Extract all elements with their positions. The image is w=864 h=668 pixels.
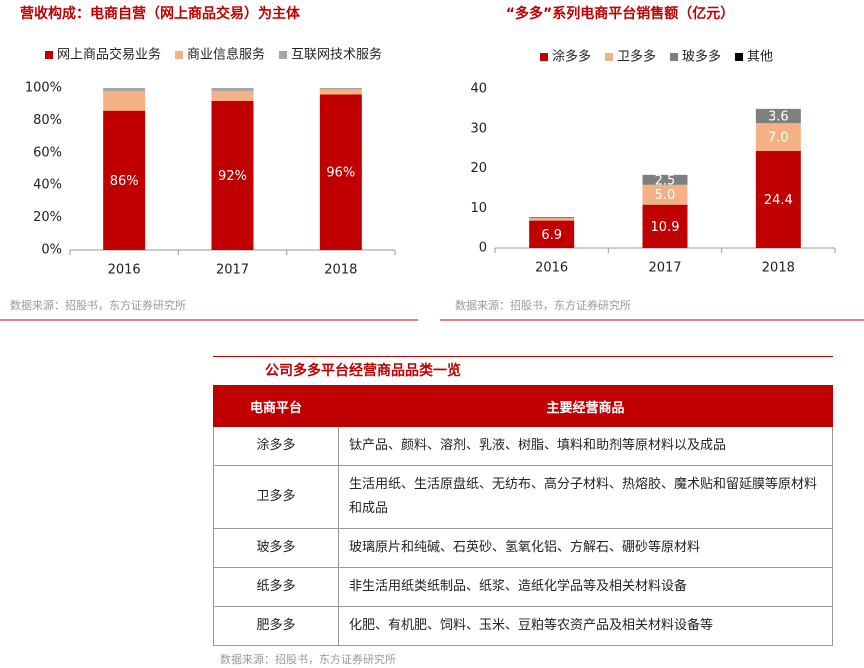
legend-swatch [45,51,53,59]
y-tick-label: 100% [25,81,62,96]
y-tick-label: 30 [470,121,487,136]
y-tick-label: 80% [33,113,62,128]
table-cell: 卫多多 [213,465,339,529]
bar-segment [529,218,575,221]
legend-label: 玻多多 [682,49,721,65]
chart-title: “多多”系列电商平台销售额（亿元） [506,5,734,22]
table-row: 纸多多 非生活用纸类纸制品、纸浆、造纸化学品等及相关材料设备 [213,567,833,607]
legend-label: 卫多多 [617,49,656,65]
legend-swatch [735,53,744,61]
y-tick-label: 20% [33,210,62,225]
table-row: 卫多多 生活用纸、生活原盘纸、无纺布、高分子材料、热熔胶、魔术贴和留延膜等原材料和… [213,465,833,529]
y-tick-label: 40% [33,178,62,193]
data-label: 5.0 [655,188,676,203]
bar-segment [319,88,362,90]
legend-swatch [605,53,614,61]
data-label: 2.5 [655,173,676,188]
y-tick-label: 40 [470,82,487,97]
table: 电商平台 主要经营商品 涂多多 钛产品、颜料、溶剂、乳液、树脂、填料和助剂等原材料… [213,385,833,646]
x-tick-label: 2017 [648,261,681,276]
chart-title: 营收构成：电商自营（网上商品交易）为主体 [20,5,301,22]
x-tick-label: 2016 [535,261,568,276]
bar-segment [529,220,575,248]
table-row: 涂多多 钛产品、颜料、溶剂、乳液、树脂、填料和助剂等原材料以及成品 [213,426,833,466]
legend-label: 互联网技术服务 [291,47,382,63]
y-tick-label: 0% [41,243,62,258]
table-title: 公司多多平台经营商品品类一览 [265,363,461,379]
bar-segment [103,110,146,251]
source: 数据来源：招股书，东方证券研究所 [455,298,631,312]
table-row: 玻多多 玻璃原片和纯碱、石英砂、氢氧化铝、方解石、硼砂等原材料 [213,528,833,568]
table-cell: 生活用纸、生活原盘纸、无纺布、高分子材料、热熔胶、魔术贴和留延膜等原材料和成品 [338,465,833,529]
table-cell: 玻璃原片和纯碱、石英砂、氢氧化铝、方解石、硼砂等原材料 [338,528,833,568]
table-cell: 钛产品、颜料、溶剂、乳液、树脂、填料和助剂等原材料以及成品 [338,426,833,466]
data-label: 3.6 [768,110,789,125]
bar-segment [755,108,801,124]
legend-swatch [175,51,184,59]
table-cell: 玻多多 [213,528,339,568]
data-label: 10.9 [651,220,680,235]
data-label: 7.0 [768,131,789,146]
legend-label: 商业信息服务 [187,47,265,63]
x-tick-label: 2017 [216,263,249,278]
y-tick-label: 0 [479,241,487,256]
legend-swatch [670,53,679,61]
bar-segment [529,216,575,219]
bar-segment [642,204,688,248]
x-tick-label: 2018 [324,263,357,278]
table-cell: 非生活用纸类纸制品、纸浆、造纸化学品等及相关材料设备 [338,567,833,607]
bar-segment [755,123,801,152]
data-label: 24.4 [764,193,793,208]
source: 数据来源：招股书，东方证券研究所 [10,298,186,312]
bar-segment [211,100,254,251]
table-cell: 涂多多 [213,426,339,466]
header-cell: 电商平台 [213,385,339,427]
bar-segment [211,91,254,101]
data-label: 92% [218,169,247,184]
header-cell: 主要经营商品 [338,385,833,427]
legend-swatch [279,51,288,59]
y-tick-label: 20 [470,161,487,176]
bar-segment [642,184,688,205]
x-tick-label: 2018 [762,261,795,276]
divider [213,356,833,357]
y-tick-label: 60% [33,145,62,160]
data-label: 86% [110,174,139,189]
y-tick-label: 10 [470,201,487,216]
table-cell: 肥多多 [213,606,339,646]
table-cell: 纸多多 [213,567,339,607]
legend-label: 涂多多 [552,49,591,65]
bar-segment [211,88,254,92]
legend-label: 其他 [747,50,773,65]
bar-segment [103,88,146,92]
bar-segment [642,174,688,185]
data-label: 6.9 [541,228,562,243]
bar-segment [319,94,362,250]
bar-segment [103,91,146,111]
bar-segment [755,151,801,248]
legend-swatch [540,53,548,61]
x-tick-label: 2016 [108,263,141,278]
table-row: 肥多多 化肥、有机肥、饲料、玉米、豆粕等农资产品及相关材料设备等 [213,606,833,646]
bar-segment [319,89,362,95]
data-label: 96% [326,166,355,181]
table-cell: 化肥、有机肥、饲料、玉米、豆粕等农资产品及相关材料设备等 [338,606,833,646]
source: 数据来源：招股书，东方证券研究所 [220,653,396,666]
legend-label: 网上商品交易业务 [57,47,161,63]
